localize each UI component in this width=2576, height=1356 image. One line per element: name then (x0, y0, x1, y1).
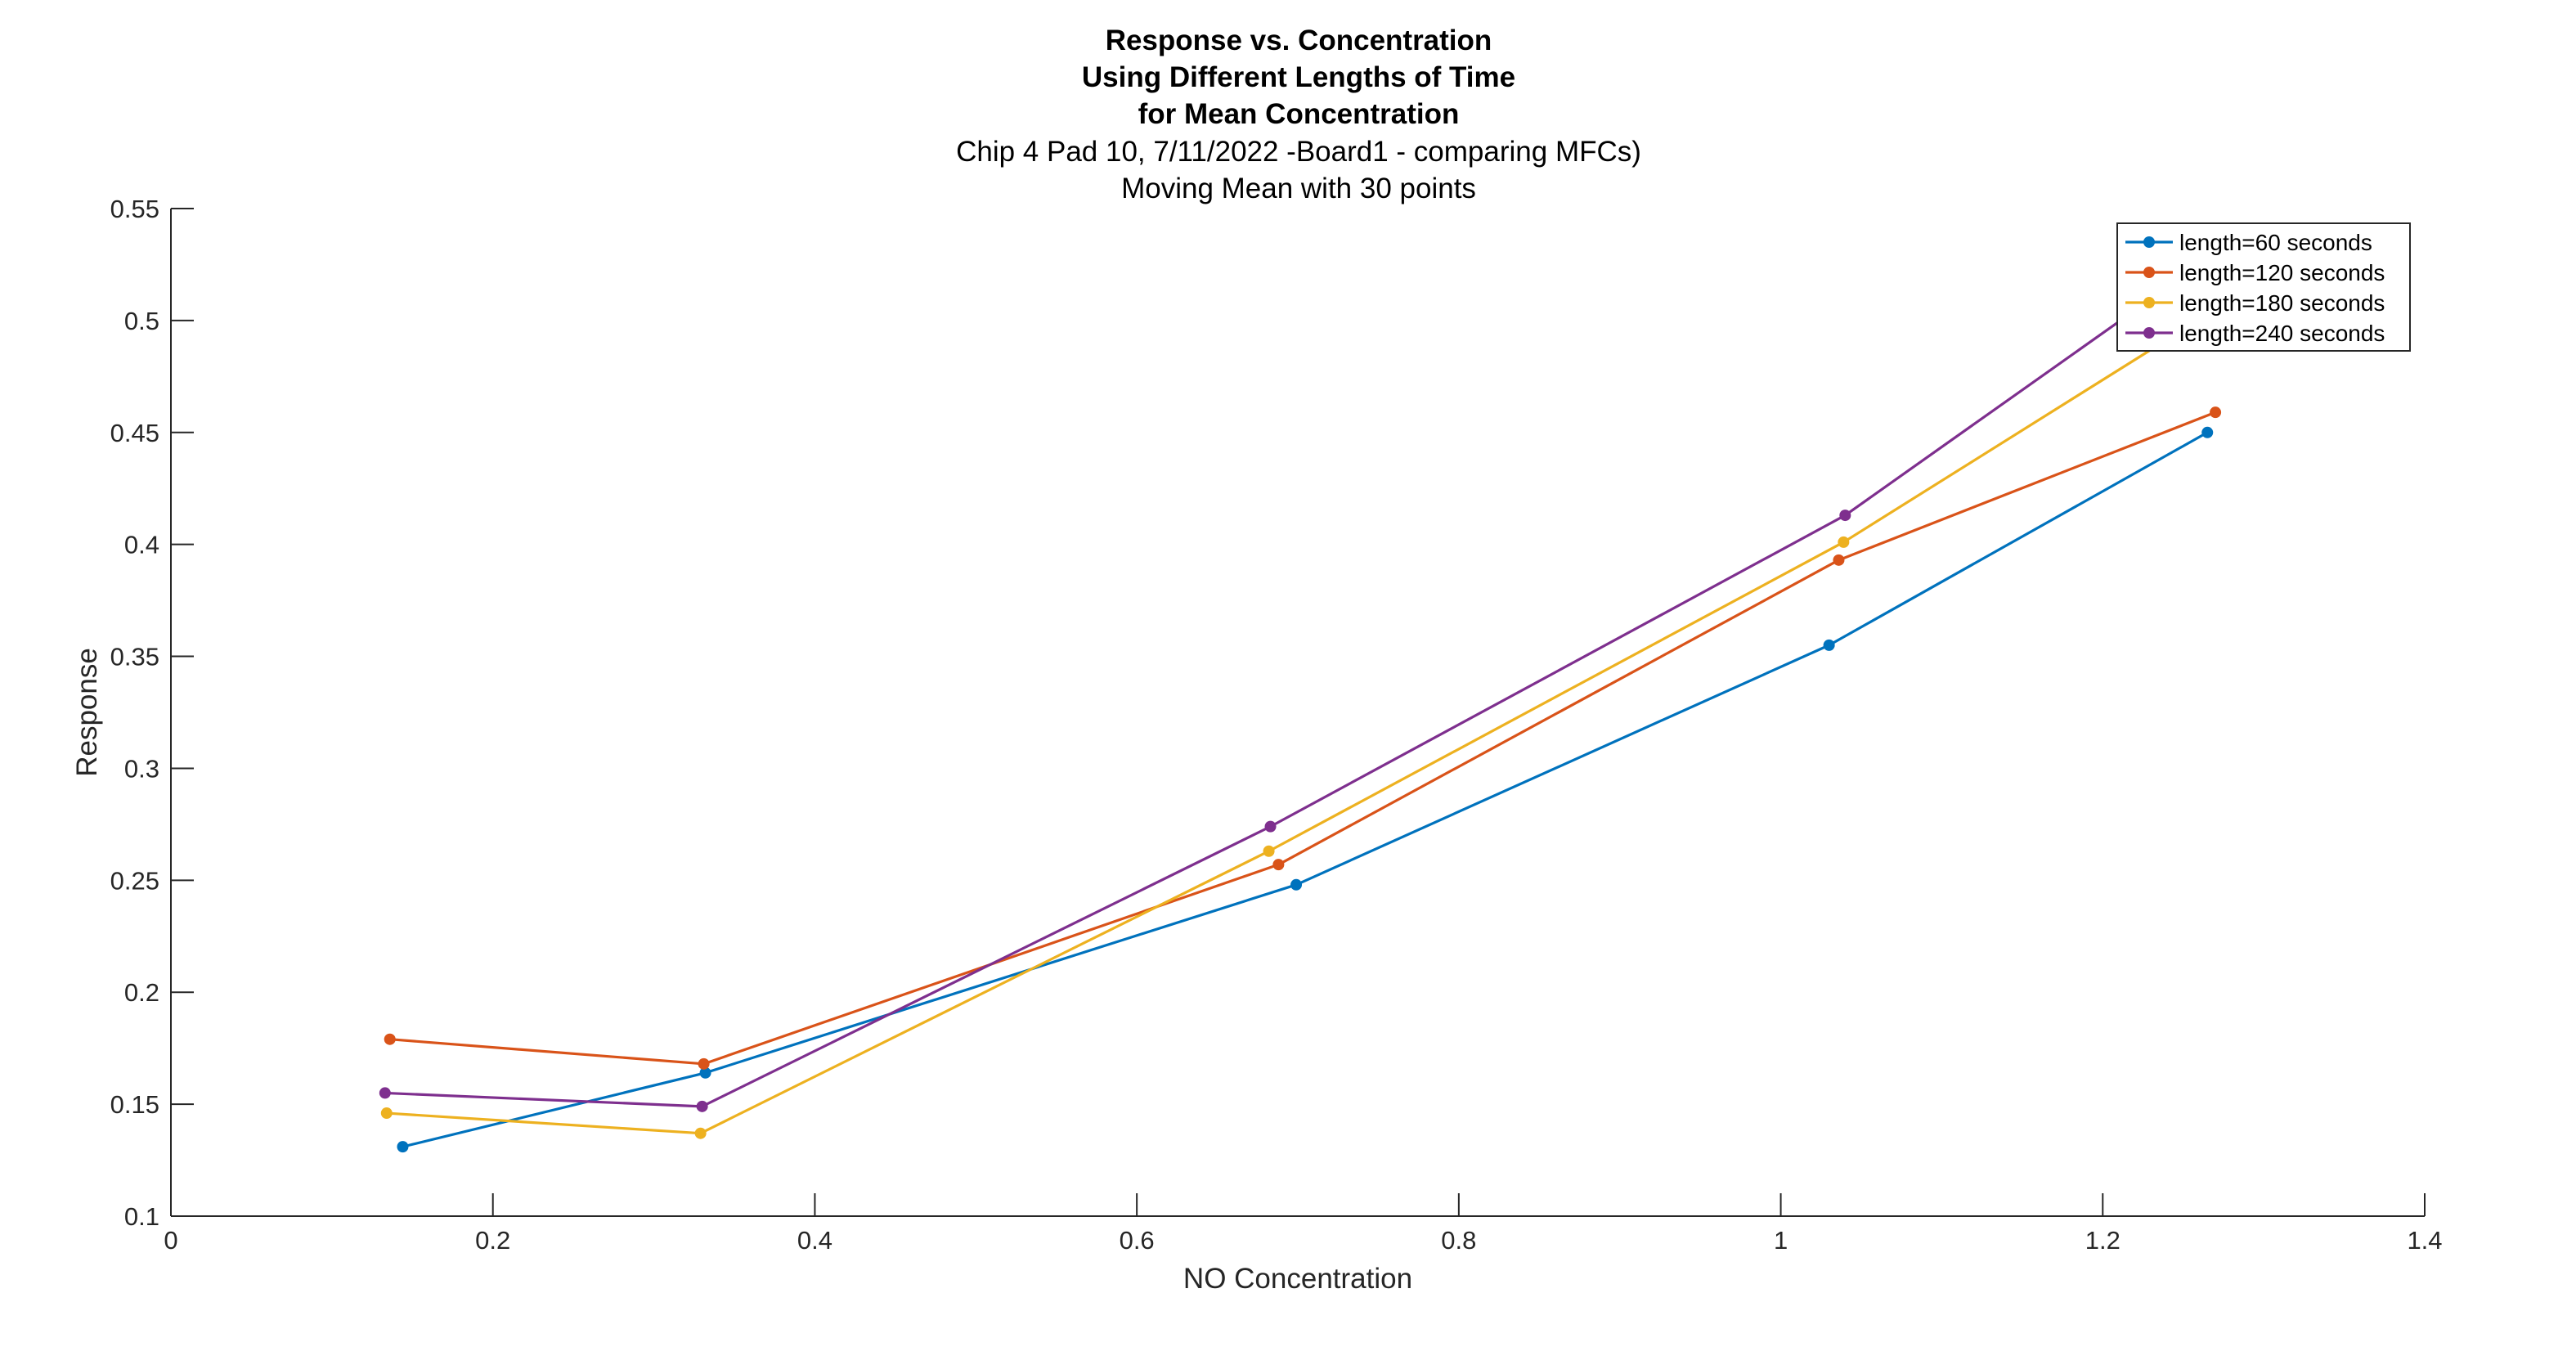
legend-swatch-marker (2143, 267, 2155, 278)
x-tick-label: 1 (1774, 1226, 1788, 1255)
legend-swatch-marker (2143, 297, 2155, 308)
series-3 (380, 303, 2222, 1139)
data-point (397, 1141, 409, 1153)
data-point (1833, 554, 1845, 566)
legend-box (2116, 222, 2411, 352)
y-axis-ticks: 0.1 0.15 0.2 0.25 0.3 0.35 0.4 0.45 0.5 0.55 (110, 195, 194, 1231)
y-tick-label: 0.5 (124, 307, 159, 335)
x-axis-ticks: 0 0.2 0.4 0.6 0.8 1 1.2 1.4 (164, 1193, 2443, 1255)
legend-entry: length=120 seconds (2125, 260, 2385, 285)
legend-swatch-marker (2143, 236, 2155, 248)
series-group (379, 247, 2222, 1153)
y-tick-label: 0.2 (124, 978, 159, 1007)
data-point (1839, 510, 1851, 522)
legend-entry: length=60 seconds (2125, 230, 2372, 255)
chart-title-group: Response vs. Concentration Using Differe… (956, 25, 1641, 204)
legend-label: length=180 seconds (2179, 290, 2385, 316)
x-tick-label: 0.2 (475, 1226, 510, 1255)
series-line (384, 252, 2217, 1108)
y-tick-label: 0.1 (124, 1202, 159, 1231)
data-point (698, 1057, 710, 1070)
chart-subtitle-line-1: Chip 4 Pad 10, 7/11/2022 -Board1 - compa… (956, 136, 1641, 168)
chart-subtitle-line-2: Moving Mean with 30 points (1121, 173, 1476, 204)
data-point (2201, 426, 2214, 438)
y-tick-label: 0.3 (124, 754, 159, 783)
legend-entry: length=240 seconds (2125, 321, 2385, 346)
data-point (1838, 536, 1850, 548)
chart-title-line-1: Response vs. Concentration (1106, 25, 1492, 56)
data-point (696, 1100, 708, 1112)
y-tick-label: 0.25 (110, 866, 159, 895)
series-line (402, 431, 2209, 1148)
legend-entries: length=60 seconds length=120 seconds lengt… (2125, 230, 2385, 346)
x-tick-label: 1.4 (2407, 1226, 2442, 1255)
data-point (694, 1127, 707, 1139)
data-point (2210, 406, 2222, 419)
y-tick-label: 0.45 (110, 419, 159, 447)
legend-entry: length=180 seconds (2125, 290, 2385, 316)
x-axis-label: NO Concentration (1183, 1263, 1412, 1295)
x-tick-label: 0.8 (1441, 1226, 1476, 1255)
series-4 (379, 247, 2222, 1112)
data-point (380, 1107, 393, 1120)
axes (170, 209, 2425, 1217)
chart-title-line-3: for Mean Concentration (1138, 98, 1460, 130)
legend-label: length=120 seconds (2179, 260, 2385, 285)
series-line (386, 308, 2216, 1135)
data-point (379, 1087, 391, 1099)
legend: length=60 seconds length=120 seconds lengt… (2116, 222, 2411, 352)
data-point (1263, 845, 1275, 857)
x-tick-label: 0.6 (1120, 1226, 1155, 1255)
data-point (1823, 639, 1835, 651)
data-point (1272, 859, 1285, 871)
data-point (1290, 878, 1303, 891)
series-2 (384, 406, 2222, 1070)
y-axis-label: Response (71, 648, 103, 777)
data-point (699, 1066, 711, 1079)
x-tick-label: 0 (164, 1226, 177, 1255)
x-tick-label: 0.4 (797, 1226, 832, 1255)
y-tick-label: 0.35 (110, 643, 159, 671)
x-tick-label: 1.2 (2085, 1226, 2120, 1255)
legend-label: length=60 seconds (2179, 230, 2372, 255)
legend-label: length=240 seconds (2179, 321, 2385, 346)
legend-swatch-marker (2143, 327, 2155, 339)
series-line (389, 411, 2216, 1066)
y-tick-label: 0.15 (110, 1090, 159, 1119)
y-tick-label: 0.55 (110, 195, 159, 223)
chart-title-line-2: Using Different Lengths of Time (1082, 61, 1515, 93)
series-1 (397, 426, 2214, 1153)
y-tick-label: 0.4 (124, 531, 159, 559)
data-point (384, 1033, 396, 1045)
data-point (1264, 820, 1277, 833)
